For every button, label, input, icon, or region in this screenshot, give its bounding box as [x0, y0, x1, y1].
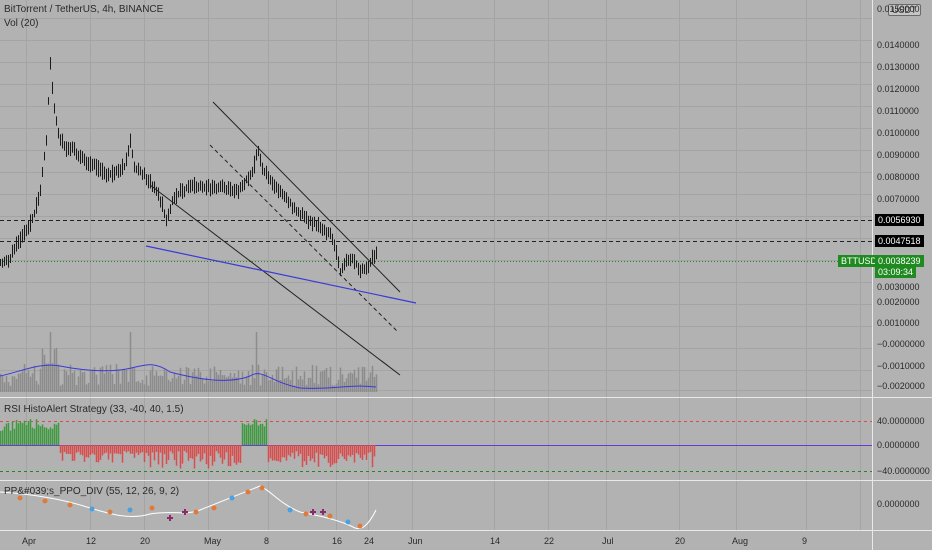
time-axis-label: Jul — [602, 536, 614, 546]
ppo-signal-dot — [42, 498, 48, 504]
ppo-axis-label: 0.0000000 — [877, 499, 920, 509]
time-axis-label: 12 — [86, 536, 97, 546]
price-axis-label: 0.0110000 — [877, 106, 919, 116]
price-axis-label: 0.0010000 — [877, 318, 920, 328]
price-axis-label: 0.0020000 — [877, 297, 920, 307]
ppo-signal-dot — [327, 513, 333, 519]
price-axis-label: 0.0030000 — [877, 282, 920, 292]
price-axis-label: 0.0130000 — [877, 62, 920, 72]
countdown-tag: 03:09:34 — [875, 266, 917, 278]
rsi-axis-label: 0.0000000 — [877, 440, 920, 450]
price-axis-label: 0.0090000 — [877, 150, 920, 160]
time-axis-label: May — [204, 536, 222, 546]
price-axis-label: 0.0120000 — [877, 84, 920, 94]
time-axis-label: 20 — [675, 536, 686, 546]
time-axis-label: Apr — [22, 536, 37, 546]
time-axis-label: 22 — [544, 536, 555, 546]
time-axis-label: 20 — [140, 536, 151, 546]
currency-button[interactable]: USDT — [888, 4, 921, 16]
time-axis-label: 9 — [802, 536, 808, 546]
ppo-signal-dot — [303, 511, 309, 517]
ppo-signal-dot — [357, 523, 363, 529]
current-price-tag: 0.0038239 — [875, 255, 924, 267]
price-axis-label: 0.0100000 — [877, 128, 920, 138]
ppo-signal-dot — [89, 506, 95, 512]
rsi-legend: RSI HistoAlert Strategy (33, -40, 40, 1.… — [4, 404, 184, 415]
volume-ma-line — [0, 364, 377, 389]
support-trendline — [145, 245, 417, 304]
symbol-tag: BTTUSDT — [838, 255, 886, 267]
time-axis-label: 14 — [490, 536, 501, 546]
rsi-histogram — [0, 419, 872, 472]
ppo-signal-dot — [17, 495, 23, 501]
ppo-signal-dot — [67, 502, 73, 508]
price-tag-level-2: 0.0047518 — [875, 235, 924, 247]
ppo-signal-dot — [259, 485, 265, 491]
ppo-signal-dot — [149, 505, 155, 511]
price-axis-label: −0.0020000 — [877, 381, 925, 391]
price-axis-label: 0.0080000 — [877, 172, 920, 182]
rsi-axis-label: 40.0000000 — [877, 416, 925, 426]
time-axis-label: 16 — [332, 536, 343, 546]
price-axis-label: 0.0070000 — [877, 194, 920, 204]
price-axis-label: 0.0150000 — [877, 4, 920, 14]
time-axis-label: 8 — [264, 536, 270, 546]
ppo-signal-dot — [245, 489, 251, 495]
channel-lower-line — [149, 184, 401, 376]
price-tag-level-1: 0.0056930 — [875, 214, 924, 226]
ppo-indicator — [0, 485, 377, 529]
price-axis-label: 0.0140000 — [877, 40, 920, 50]
ppo-signal-dot — [107, 509, 113, 515]
time-axis-label: 24 — [364, 536, 375, 546]
ppo-signal-dot — [211, 505, 217, 511]
volume-bars — [0, 332, 378, 392]
channel-mid-line — [209, 144, 399, 333]
ppo-signal-dot — [127, 507, 133, 513]
ppo-signal-dot — [287, 507, 293, 513]
ppo-signal-dot — [229, 495, 235, 501]
price-axis-label: −0.0000000 — [877, 339, 925, 349]
rsi-axis-label: −40.0000000 — [877, 466, 930, 476]
trendline-drawings[interactable] — [145, 101, 417, 376]
time-axis-label: Jun — [408, 536, 423, 546]
symbol-title: BitTorrent / TetherUS, 4h, BINANCE — [4, 4, 164, 15]
channel-upper-line — [212, 101, 401, 293]
volume-legend: Vol (20) — [4, 18, 39, 29]
ppo-signal-dot — [193, 509, 199, 515]
price-axis-label: −0.0010000 — [877, 361, 925, 371]
price-candles — [0, 57, 377, 279]
ppo-signal-dot — [345, 519, 351, 525]
ppo-legend: PP&#039;s_PPO_DIV (55, 12, 26, 9, 2) — [4, 486, 180, 497]
time-axis-label: Aug — [732, 536, 749, 546]
